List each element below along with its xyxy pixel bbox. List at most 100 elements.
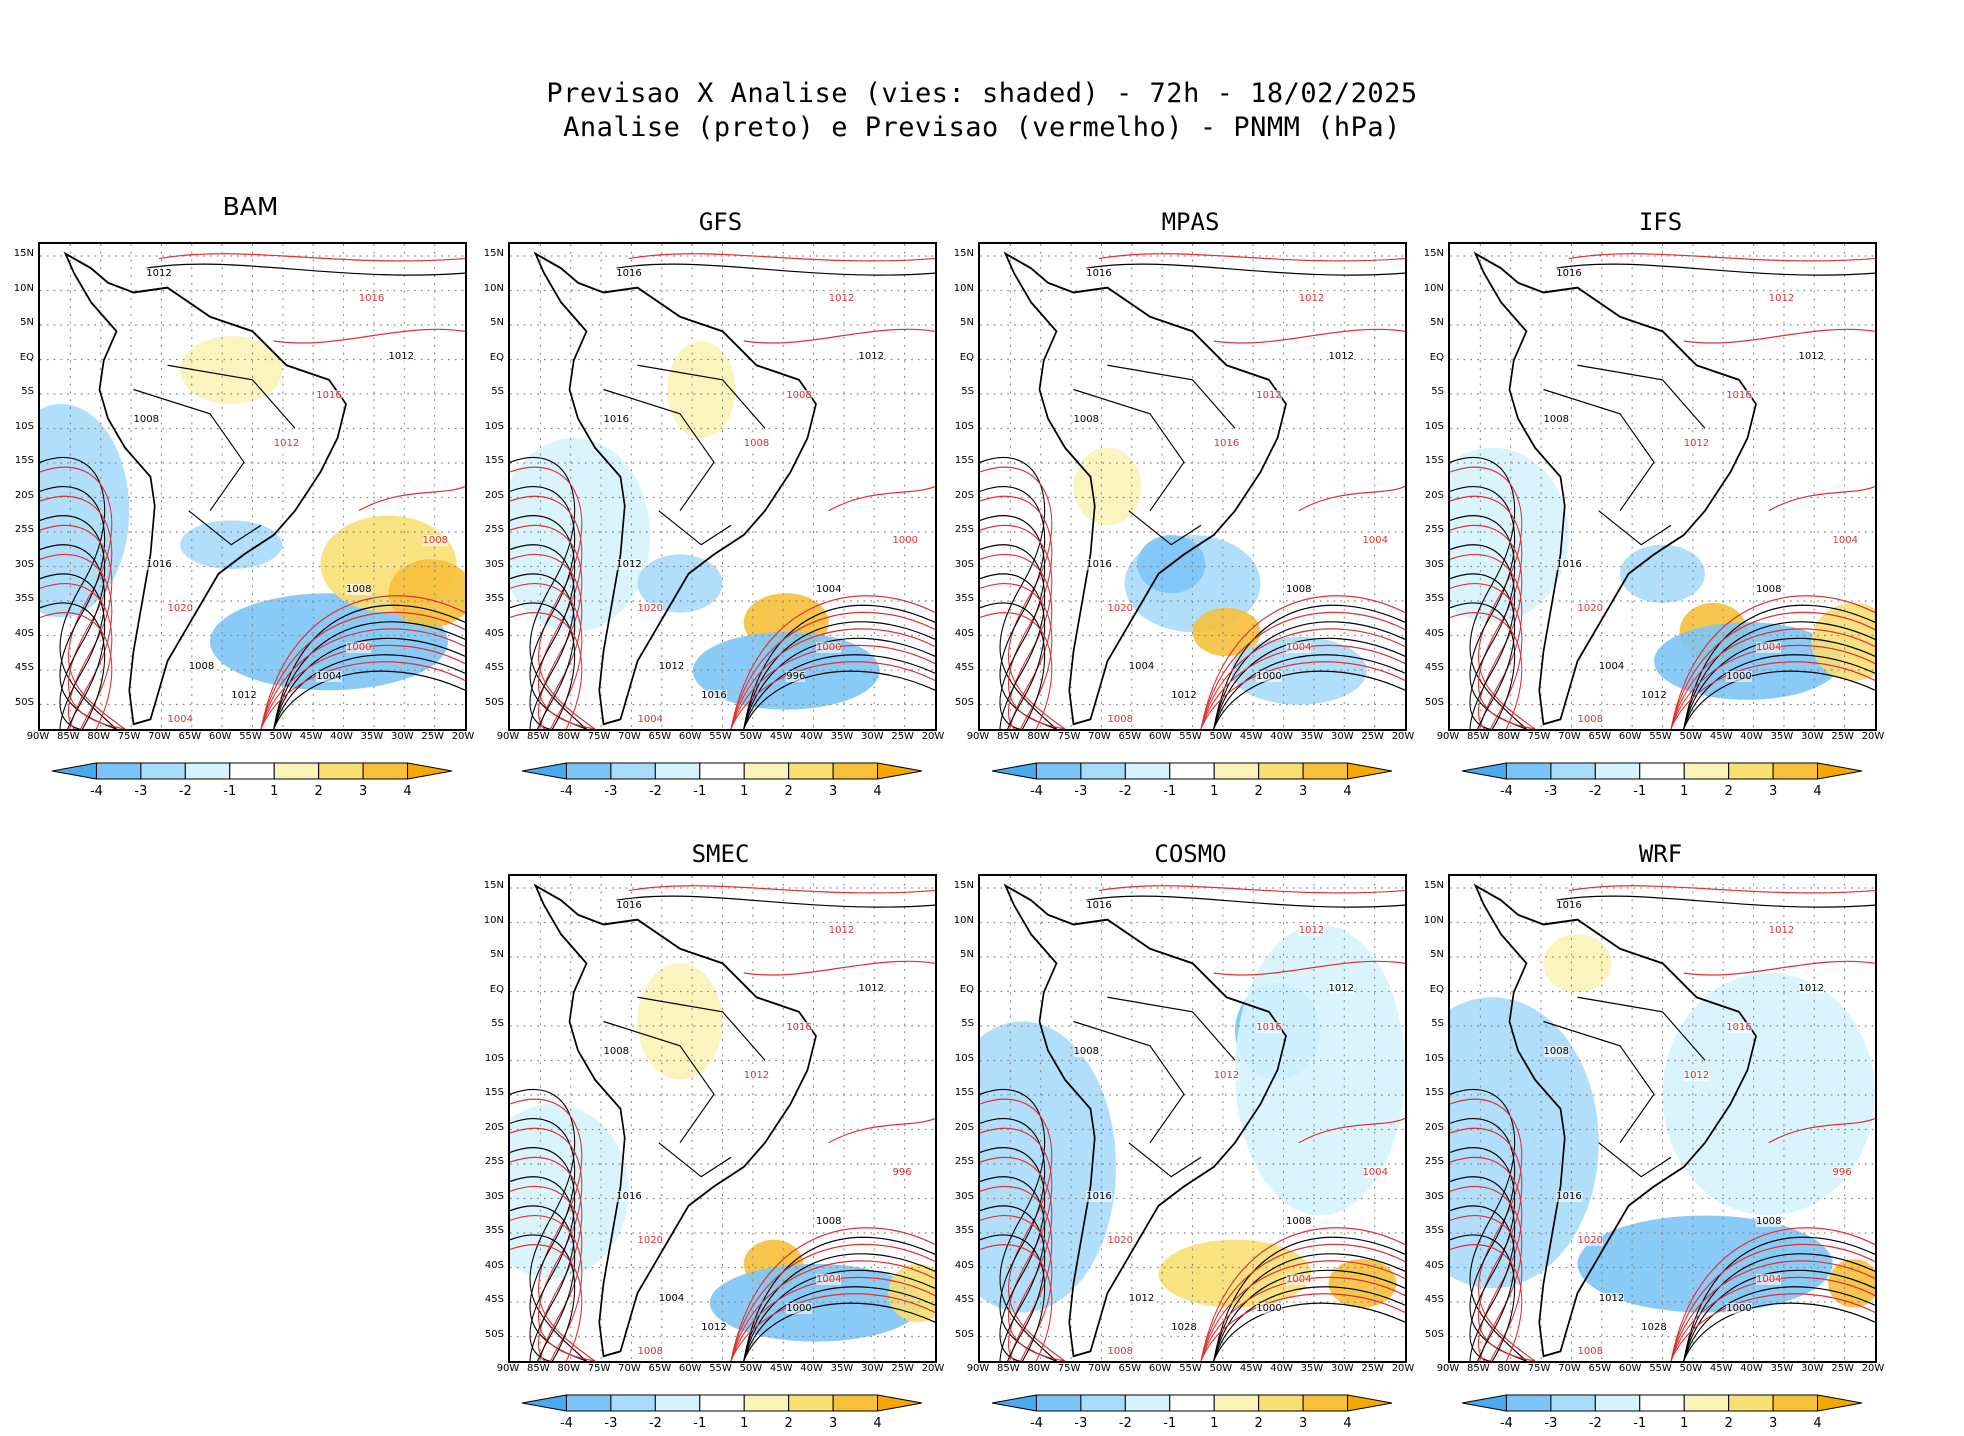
colorbar-tick-label: -4: [89, 784, 103, 799]
lon-tick-label: 60W: [208, 731, 232, 742]
isobar-value-label: 1016: [146, 559, 172, 571]
isobar-forecast: [1213, 328, 1405, 344]
bias-shading: [1450, 447, 1569, 623]
lat-tick-label: 50S: [1424, 1328, 1444, 1340]
panel-title: BAM: [222, 192, 279, 221]
lat-tick-label: 5N: [960, 317, 974, 328]
isobar-value-label: 1008: [1756, 583, 1782, 595]
lat-tick-label: 40S: [954, 1259, 974, 1271]
isobar-analysis: [743, 637, 935, 729]
lat-tick-label: 25S: [484, 1156, 504, 1167]
panel-wrf: WRF 15N 10N 5N EQ 5S 10S 15S 20S 25S 30S 35S 40S 45S…: [1410, 822, 1885, 1431]
colorbar-swatch: [565, 762, 612, 780]
bias-shading: [388, 559, 465, 628]
isobar-analysis: [510, 602, 587, 729]
lat-tick-label: 15S: [954, 1087, 974, 1098]
isobar-forecast: [40, 466, 126, 729]
colorbar-tick-label: 3: [1298, 1416, 1308, 1431]
colorbar-tick-label: 4: [403, 784, 412, 799]
colorbar-tick-label: -1: [1163, 1416, 1177, 1431]
lon-tick-label: 30W: [1800, 731, 1824, 742]
lon-tick-label: 80W: [1497, 1363, 1521, 1374]
figure-title-line2: Analise (preto) e Previsao (vermelho) - …: [563, 112, 1401, 143]
isobar-value-label: 1008: [743, 438, 770, 449]
colorbar-swatch: [788, 762, 834, 780]
colorbar-tick-label: -1: [1163, 784, 1177, 799]
lat-tick-label: 40S: [1424, 627, 1444, 639]
lat-tick-label: 5S: [491, 386, 504, 397]
country-border: [167, 364, 296, 429]
isobar-analysis: [616, 263, 935, 276]
isobar-forecast: [260, 644, 465, 729]
lon-tick-label: 50W: [739, 731, 763, 742]
isobar-analysis: [980, 1205, 1057, 1361]
isobar-forecast: [1450, 524, 1535, 729]
lat-tick-label: 35S: [484, 593, 504, 604]
map-svg: [1450, 244, 1875, 729]
colorbar-tick-label: -3: [134, 784, 148, 799]
colorbar-swatch: [52, 762, 97, 780]
isobar-value-label: 1012: [1683, 438, 1710, 449]
isobar-analysis: [510, 515, 587, 729]
colorbar-tick-label: -1: [223, 784, 237, 799]
bias-shading: [1577, 1215, 1833, 1313]
isobar-value-label: 1012: [1768, 292, 1795, 304]
lat-tick-label: 20S: [1424, 1121, 1444, 1133]
isobar-value-label: 1012: [658, 661, 685, 673]
colorbar-swatch: [1639, 1394, 1685, 1412]
isobar-value-label: 1012: [1683, 1070, 1710, 1081]
colorbar-swatch: [1639, 762, 1685, 780]
country-border: [637, 996, 766, 1061]
isobar-forecast: [1450, 1185, 1535, 1361]
colorbar-swatch: [1347, 1394, 1392, 1412]
panel-ifs: IFS 15N 10N 5N EQ 5S 10S 15S 20S 25S 30S 35S 40S 45S…: [1410, 190, 1885, 799]
isobar-analysis: [743, 654, 935, 729]
lon-tick-label: 30W: [1330, 731, 1354, 742]
colorbar-swatch: [1258, 1394, 1304, 1412]
isobar-value-label: 1008: [786, 389, 812, 401]
colorbar-swatch: [699, 762, 745, 780]
isobar-forecast: [1450, 1244, 1535, 1361]
lon-tick-label: 55W: [1649, 731, 1672, 742]
colorbar-swatch: [273, 762, 320, 780]
colorbar-tick-label: 2: [1254, 1416, 1263, 1431]
isobar-value-label: 1012: [273, 438, 300, 449]
lon-tick-label: 30W: [860, 731, 884, 742]
colorbar-swatch: [1728, 1394, 1774, 1412]
isobar-value-label: 1012: [616, 559, 642, 571]
lat-tick-label: 35S: [484, 1225, 504, 1236]
isobar-value-label: 1000: [1726, 670, 1752, 682]
isobar-analysis: [1450, 1118, 1527, 1361]
lat-tick-label: 35S: [1424, 593, 1444, 604]
colorbar-svg: [522, 762, 922, 780]
colorbar: -4 -3 -2 -1 1 2 3 4: [992, 1394, 1392, 1434]
isobar-analysis: [273, 637, 465, 729]
colorbar-swatch: [1594, 762, 1641, 780]
colorbar-tick-label: -4: [1029, 1416, 1043, 1431]
isobar-analysis: [980, 573, 1057, 729]
isobar-analysis: [510, 1118, 587, 1361]
colorbar-tick-label: -4: [1499, 784, 1513, 799]
isobar-forecast: [980, 466, 1066, 729]
lat-tick-label: 35S: [1424, 1225, 1444, 1236]
isobar-value-label: 1008: [1073, 413, 1099, 425]
colorbar: -4 -3 -2 -1 1 2 3 4: [1462, 762, 1862, 802]
panel-title: SMEC: [691, 840, 750, 868]
colorbar-swatch: [1124, 762, 1171, 780]
lat-tick-label: 25S: [954, 524, 974, 535]
map-area: 1016 1012 1012 1012 1008 1016 1008 1004 1000 1004…: [978, 242, 1407, 731]
colorbar-swatch: [522, 1394, 567, 1412]
lat-tick-label: 40S: [484, 1259, 504, 1271]
colorbar-swatch: [1213, 1394, 1260, 1412]
lat-tick-label: 15N: [483, 880, 504, 891]
lat-tick-label: 35S: [14, 593, 34, 604]
map-svg: [40, 244, 465, 729]
lat-tick-label: 20S: [1424, 489, 1444, 501]
colorbar-swatch: [743, 762, 790, 780]
colorbar-tick-label: 2: [314, 784, 323, 799]
isobar-value-label: 1016: [358, 292, 385, 304]
colorbar-tick-label: -4: [1029, 784, 1043, 799]
lon-tick-label: 20W: [921, 731, 945, 742]
isobar-value-label: 1004: [1756, 1273, 1782, 1285]
lon-tick-label: 40W: [1740, 1363, 1763, 1374]
